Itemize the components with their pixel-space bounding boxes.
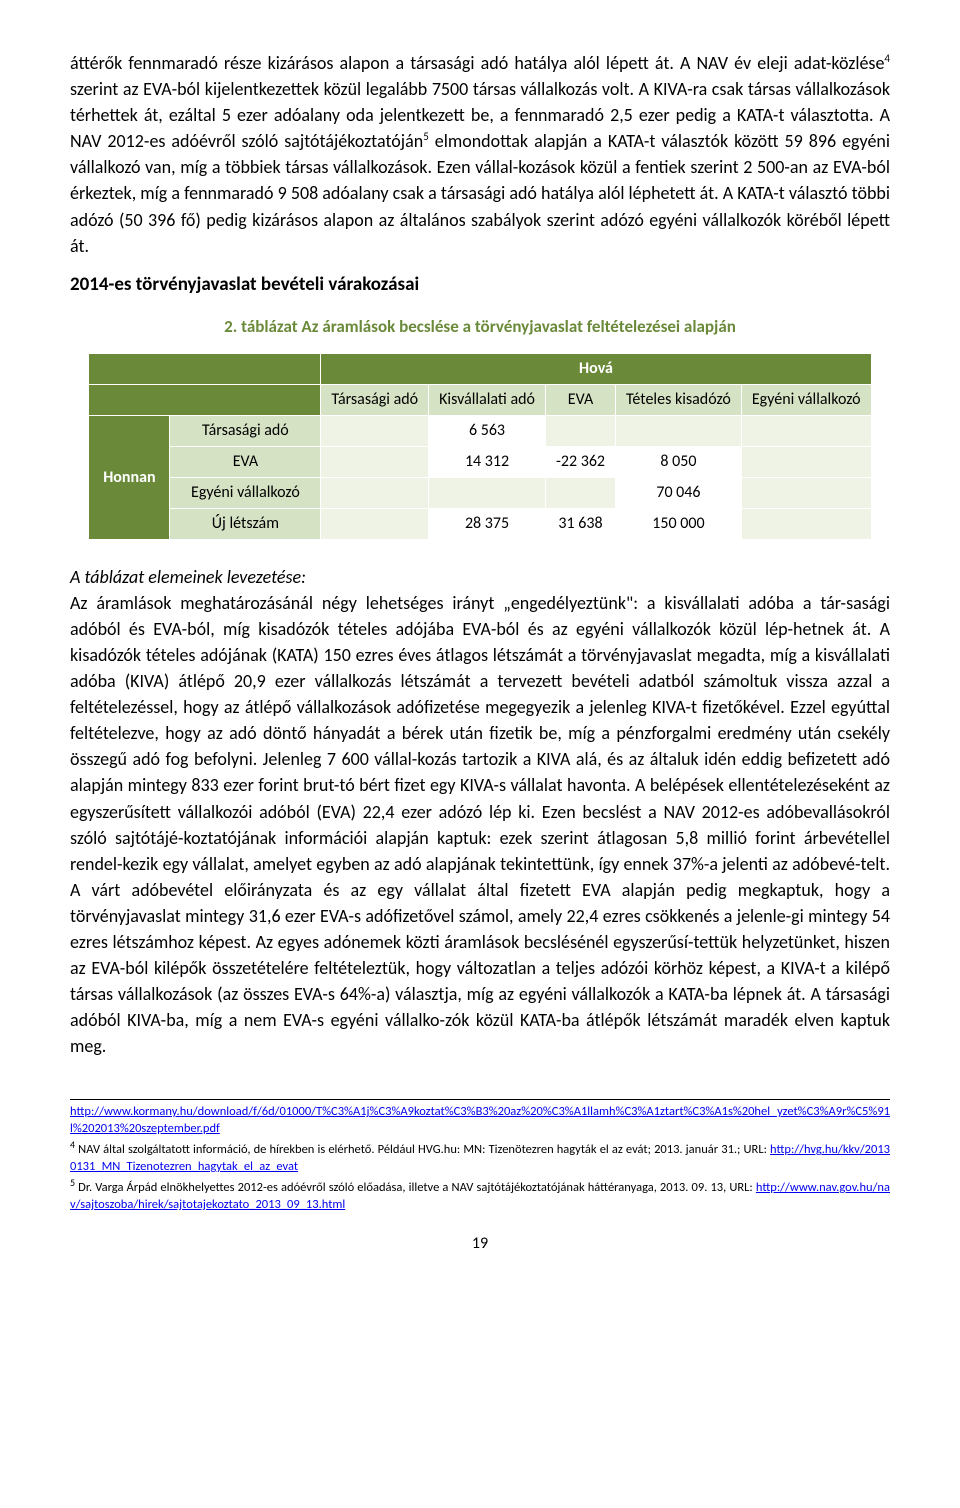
flows-table: Hová Társasági adó Kisvállalati adó EVA …	[88, 353, 871, 540]
table-cell	[321, 477, 429, 508]
page-number: 19	[70, 1234, 890, 1253]
para1-a: áttérők fennmaradó része kizárásos alapo…	[70, 52, 884, 74]
table-cell	[321, 415, 429, 446]
table-cell: 28 375	[429, 508, 546, 539]
table-row: Hová	[89, 353, 871, 384]
table-cell: 14 312	[429, 446, 546, 477]
paragraph-1: áttérők fennmaradó része kizárásos alapo…	[70, 50, 890, 259]
table-cell	[429, 477, 546, 508]
col-header: EVA	[545, 384, 615, 415]
col-header: Kisvállalati adó	[429, 384, 546, 415]
table-caption: 2. táblázat Az áramlások becslése a törv…	[70, 316, 890, 337]
subheading: A táblázat elemeinek levezetése:	[70, 566, 890, 588]
paragraph-2: Az áramlások meghatározásánál négy lehet…	[70, 590, 890, 1060]
footnotes: http://www.kormany.hu/download/f/6d/0100…	[70, 1099, 890, 1214]
table-row: EVA 14 312 -22 362 8 050	[89, 446, 871, 477]
col-group-header: Hová	[321, 353, 871, 384]
col-header: Társasági adó	[321, 384, 429, 415]
table-cell	[321, 508, 429, 539]
footnote-link[interactable]: http://www.kormany.hu/download/f/6d/0100…	[70, 1104, 890, 1136]
table-cell	[741, 508, 871, 539]
table-cell: 8 050	[616, 446, 742, 477]
table-cell	[616, 415, 742, 446]
table-row: Társasági adó Kisvállalati adó EVA Tétel…	[89, 384, 871, 415]
row-label: Új létszám	[170, 508, 321, 539]
row-label: EVA	[170, 446, 321, 477]
row-group-header: Honnan	[89, 415, 170, 539]
table-cell: 150 000	[616, 508, 742, 539]
col-header: Tételes kisadózó	[616, 384, 742, 415]
table-cell: 70 046	[616, 477, 742, 508]
table-row: Honnan Társasági adó 6 563	[89, 415, 871, 446]
table-cell	[545, 477, 615, 508]
col-header: Egyéni vállalkozó	[741, 384, 871, 415]
table-cell	[741, 446, 871, 477]
table-cell	[741, 477, 871, 508]
table-cell	[321, 446, 429, 477]
table-row: Új létszám 28 375 31 638 150 000	[89, 508, 871, 539]
row-label: Társasági adó	[170, 415, 321, 446]
table-cell: 6 563	[429, 415, 546, 446]
footnote-text-5: Dr. Varga Árpád elnökhelyettes 2012-es a…	[75, 1180, 756, 1195]
row-label: Egyéni vállalkozó	[170, 477, 321, 508]
table-cell: -22 362	[545, 446, 615, 477]
section-heading: 2014-es törvényjavaslat bevételi várakoz…	[70, 273, 890, 296]
footnote-text-4: NAV által szolgáltatott információ, de h…	[75, 1142, 770, 1157]
table-cell	[741, 415, 871, 446]
footnote-ref-4: 4	[884, 52, 890, 65]
table-cell: 31 638	[545, 508, 615, 539]
table-row: Egyéni vállalkozó 70 046	[89, 477, 871, 508]
table-cell	[545, 415, 615, 446]
